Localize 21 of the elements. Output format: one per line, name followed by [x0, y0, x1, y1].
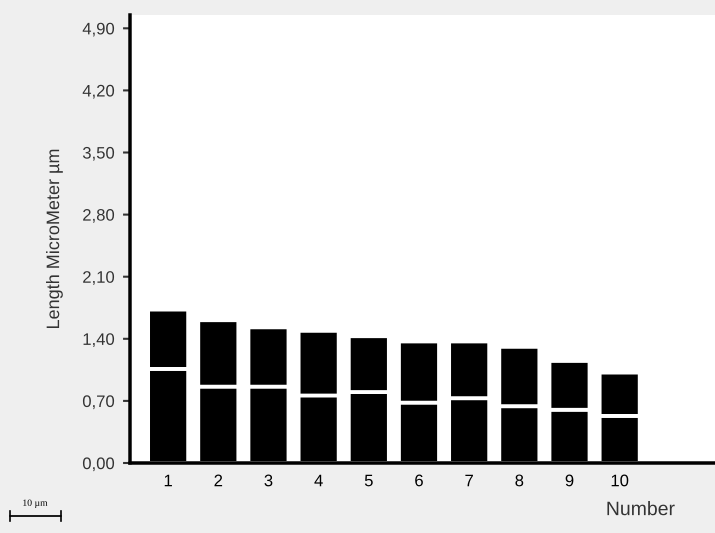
- x-tick-label: 2: [214, 474, 222, 486]
- x-axis-title: Number: [607, 500, 675, 516]
- x-tick-label: 4: [314, 474, 323, 486]
- y-tick-label: 4,20: [82, 84, 114, 99]
- x-tick-label: 5: [364, 474, 373, 486]
- x-tick-label: 9: [566, 474, 574, 486]
- y-axis-title: Length MicroMeter µm: [46, 150, 63, 328]
- x-tick-label: 8: [515, 474, 524, 486]
- y-tick-label: 0,70: [82, 395, 114, 410]
- y-tick-label: 2,10: [83, 271, 114, 285]
- y-tick-label: 0,00: [82, 457, 114, 472]
- y-tick-label: 4,90: [82, 22, 114, 36]
- x-tick-label: 3: [264, 474, 272, 486]
- y-tick-label: 2,80: [83, 209, 114, 223]
- text: 10 µm: [23, 499, 48, 508]
- y-tick-label: 1,40: [84, 333, 114, 347]
- x-tick-label: 7: [465, 474, 473, 486]
- x-tick-label: 6: [415, 474, 423, 486]
- y-tick-label: 3,50: [82, 146, 114, 161]
- x-tick-label: 10: [612, 474, 628, 486]
- x-tick-label: 1: [164, 474, 172, 486]
